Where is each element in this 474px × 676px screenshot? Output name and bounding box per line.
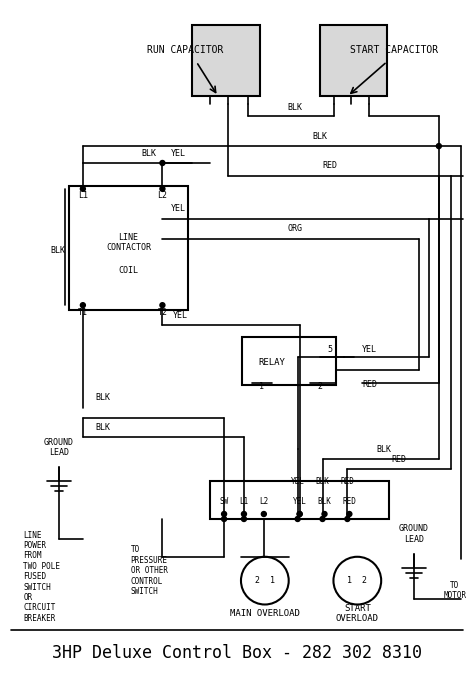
Circle shape [297, 512, 302, 516]
Text: T2: T2 [157, 308, 167, 316]
Circle shape [320, 516, 325, 521]
Text: COIL: COIL [118, 266, 138, 275]
Circle shape [160, 160, 165, 166]
Text: 2  1: 2 1 [255, 576, 275, 585]
Bar [210, 481, 389, 519]
Text: SW: SW [219, 497, 228, 506]
Circle shape [160, 187, 165, 191]
Text: BLK: BLK [51, 246, 65, 255]
Circle shape [347, 512, 352, 516]
Circle shape [437, 143, 441, 149]
Bar [319, 25, 387, 97]
Text: BLK: BLK [312, 132, 327, 141]
Text: YEL: YEL [362, 345, 377, 354]
Text: YEL: YEL [293, 497, 307, 506]
Text: RED: RED [392, 455, 407, 464]
Circle shape [81, 187, 85, 191]
Bar [242, 337, 337, 385]
Text: 1: 1 [259, 382, 264, 391]
Text: BLK: BLK [96, 423, 111, 432]
Text: YEL: YEL [291, 477, 305, 485]
Text: BLK: BLK [96, 393, 111, 402]
Text: BLK: BLK [316, 477, 329, 485]
Text: RUN CAPACITOR: RUN CAPACITOR [147, 45, 223, 55]
Text: L1: L1 [239, 497, 248, 506]
Circle shape [241, 512, 246, 516]
Text: RED: RED [322, 162, 337, 170]
Text: BLK: BLK [141, 149, 156, 158]
Text: YEL: YEL [173, 311, 187, 320]
Text: RED: RED [342, 497, 356, 506]
Circle shape [221, 516, 227, 521]
Text: MAIN OVERLOAD: MAIN OVERLOAD [230, 609, 300, 618]
Circle shape [345, 516, 350, 521]
Circle shape [261, 512, 266, 516]
Circle shape [295, 516, 300, 521]
Text: LINE
POWER
FROM
TWO POLE
FUSED
SWITCH
OR
CIRCUIT
BREAKER: LINE POWER FROM TWO POLE FUSED SWITCH OR… [23, 531, 60, 623]
Circle shape [81, 303, 85, 308]
Text: BLK: BLK [377, 445, 392, 454]
Text: YEL: YEL [171, 149, 186, 158]
Bar [69, 186, 188, 310]
Text: 1  2: 1 2 [347, 576, 367, 585]
Text: RED: RED [362, 380, 377, 389]
Text: START CAPACITOR: START CAPACITOR [350, 45, 438, 55]
Text: RED: RED [340, 477, 355, 485]
Circle shape [322, 512, 327, 516]
Text: 3HP Deluxe Control Box - 282 302 8310: 3HP Deluxe Control Box - 282 302 8310 [52, 644, 422, 662]
Text: TO
MOTOR: TO MOTOR [443, 581, 466, 600]
Text: 2: 2 [317, 382, 322, 391]
Bar [192, 25, 260, 97]
Text: T1: T1 [78, 308, 88, 316]
Text: TO
PRESSURE
OR OTHER
CONTROL
SWITCH: TO PRESSURE OR OTHER CONTROL SWITCH [131, 546, 168, 596]
Text: BLK: BLK [318, 497, 331, 506]
Circle shape [297, 512, 302, 516]
Text: YEL: YEL [171, 204, 186, 213]
Text: L1: L1 [78, 191, 88, 200]
Circle shape [221, 512, 227, 516]
Text: RELAY: RELAY [258, 358, 285, 367]
Circle shape [241, 516, 246, 521]
Text: ORG: ORG [287, 224, 302, 233]
Text: GROUND
LEAD: GROUND LEAD [399, 524, 429, 544]
Text: L2: L2 [259, 497, 268, 506]
Text: LINE
CONTACTOR: LINE CONTACTOR [106, 233, 151, 252]
Text: START
OVERLOAD: START OVERLOAD [336, 604, 379, 623]
Text: BLK: BLK [287, 103, 302, 112]
Text: 5: 5 [327, 345, 332, 354]
Text: L2: L2 [157, 191, 167, 200]
Circle shape [160, 303, 165, 308]
Text: GROUND
LEAD: GROUND LEAD [44, 437, 74, 457]
